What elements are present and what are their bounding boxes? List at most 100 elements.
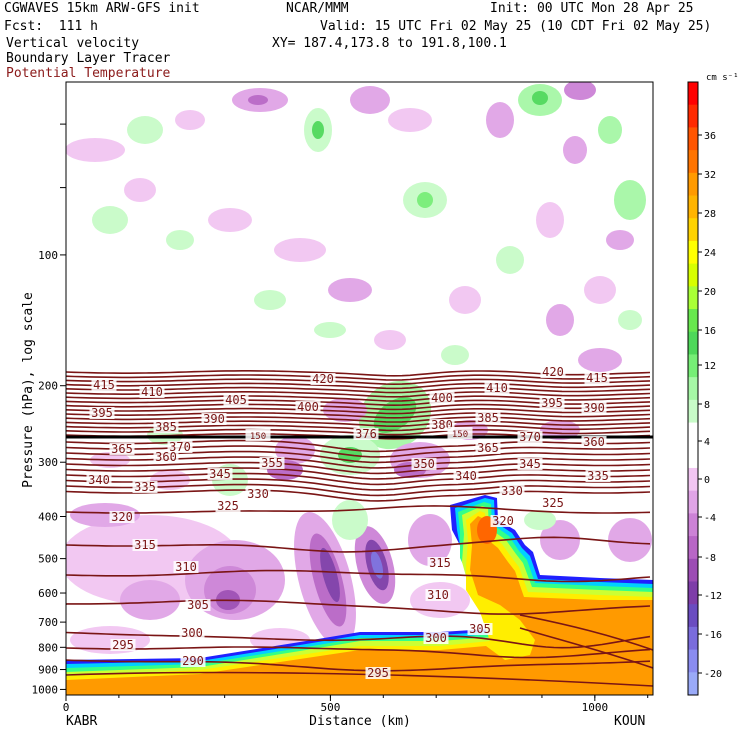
theta-label-bg: [581, 436, 607, 448]
colorbar-tick-label: -16: [704, 630, 722, 641]
theta-label: 415: [586, 371, 608, 385]
field-potential-temperature: Potential Temperature: [6, 66, 171, 81]
theta-label: 350: [413, 457, 435, 471]
x-axis: 0 500 1000: [63, 695, 649, 714]
y-tick-label: 100: [38, 249, 58, 262]
colorbar-segment: [688, 195, 698, 219]
theta-contour: [66, 424, 651, 432]
theta-label: 395: [541, 396, 563, 410]
theta-contour: [519, 614, 653, 651]
field-boundary-layer-tracer: Boundary Layer Tracer: [6, 51, 171, 66]
colorbar-segment: [688, 240, 698, 265]
theta-label: 340: [455, 469, 477, 483]
theta-contour: [66, 631, 651, 649]
theta-label-bg: [517, 458, 543, 470]
theta-label-bg: [185, 599, 211, 611]
theta-label: 320: [492, 514, 514, 528]
theta-label-bg: [110, 639, 136, 651]
colorbar-segment: [688, 286, 698, 310]
theta-contour: [66, 472, 651, 486]
theta-contour: [66, 374, 651, 381]
theta-label: 325: [217, 499, 239, 513]
theta-label: 410: [486, 381, 508, 395]
theta-contour: [66, 420, 651, 428]
colorbar-segment: [688, 82, 698, 106]
theta-label: 295: [112, 638, 134, 652]
theta-contour: [66, 536, 651, 553]
colorbar-segment: [688, 218, 698, 242]
colorbar-segment: [688, 172, 698, 197]
colorbar-segment: [688, 604, 698, 628]
boundary-layer-tracer-shading: [66, 495, 653, 695]
theta-label-bg: [109, 443, 135, 455]
theta-label: 420: [312, 372, 334, 386]
theta-label: 295: [367, 666, 389, 680]
theta-label-bg: [540, 497, 566, 509]
theta-label-bg: [411, 458, 437, 470]
colorbar-tick-label: 28: [704, 209, 716, 220]
theta-label-bg: [581, 402, 607, 414]
theta-contour: [66, 382, 651, 390]
colorbar-tick-label: 8: [704, 400, 710, 411]
theta-contour: [66, 412, 651, 419]
theta-label: 345: [519, 457, 541, 471]
vertical-velocity-shading: [66, 82, 652, 654]
theta-label: 405: [225, 393, 247, 407]
theta-label-bg: [139, 386, 165, 398]
potential-temperature-contours: [66, 370, 653, 687]
colorbar-unit: cm s⁻¹: [706, 73, 739, 83]
theta-label-bg: [167, 441, 193, 453]
y-tick-label: 400: [38, 511, 58, 524]
theta-label-bg: [540, 366, 566, 378]
theta-label-bg: [427, 557, 453, 569]
theta-label-bg: [585, 470, 611, 482]
theta-contour: [66, 461, 651, 475]
theta-label-bg: [180, 655, 206, 667]
theta-contour: [66, 483, 651, 497]
theta-label: 380: [431, 418, 453, 432]
colorbar-segment: [688, 422, 698, 446]
theta-label: 315: [429, 556, 451, 570]
theta-label-bg: [490, 515, 516, 527]
theta-label-bg: [109, 511, 135, 523]
colorbar-segment: [688, 649, 698, 673]
colorbar-segment: [688, 445, 698, 469]
colorbar-segment: [688, 581, 698, 605]
plot-frame: [65, 81, 654, 696]
theta-label-bg: [517, 431, 543, 443]
colorbar-tick-label: 0: [704, 475, 710, 486]
theta-label: 305: [469, 622, 491, 636]
theta-label: 370: [169, 440, 191, 454]
x-tick-label: 0: [63, 701, 70, 714]
colorbar-segment: [688, 490, 698, 514]
theta-contour: [66, 403, 651, 411]
theta-label: 360: [155, 450, 177, 464]
theta-label-bg: [223, 394, 249, 406]
theta-label-bg: [201, 413, 227, 425]
theta-label-bg: [429, 419, 455, 431]
theta-contour: [66, 646, 651, 659]
theta-label: 345: [209, 467, 231, 481]
theta-contour: [66, 378, 651, 386]
theta-label-bg: [447, 427, 473, 439]
forecast-hour: Fcst: 111 h: [4, 19, 98, 34]
theta-label: 365: [477, 441, 499, 455]
plot-fill-layer: [66, 82, 653, 695]
theta-contour-labels: 415 410 420 410 420 415 395 405 400 400 395 390 390 3…: [86, 365, 611, 680]
theta-contour: [66, 599, 651, 615]
colorbar-segment: [688, 558, 698, 582]
colorbar-tick-label: -8: [704, 553, 716, 564]
theta-label-bg: [179, 627, 205, 639]
theta-contour: [66, 433, 651, 440]
colorbar-segment: [688, 331, 698, 355]
model-title: CGWAVES 15km ARW-GFS init: [4, 1, 200, 16]
x-axis-label: Distance (km): [309, 714, 411, 729]
theta-label-bg: [353, 428, 379, 440]
theta-contour: [66, 450, 651, 464]
theta-label-bg: [91, 379, 117, 391]
colorbar-tick-label: 4: [704, 437, 710, 448]
theta-label: 400: [431, 391, 453, 405]
theta-label: 310: [427, 588, 449, 602]
theta-label: 305: [187, 598, 209, 612]
colorbar-segment: [688, 626, 698, 651]
